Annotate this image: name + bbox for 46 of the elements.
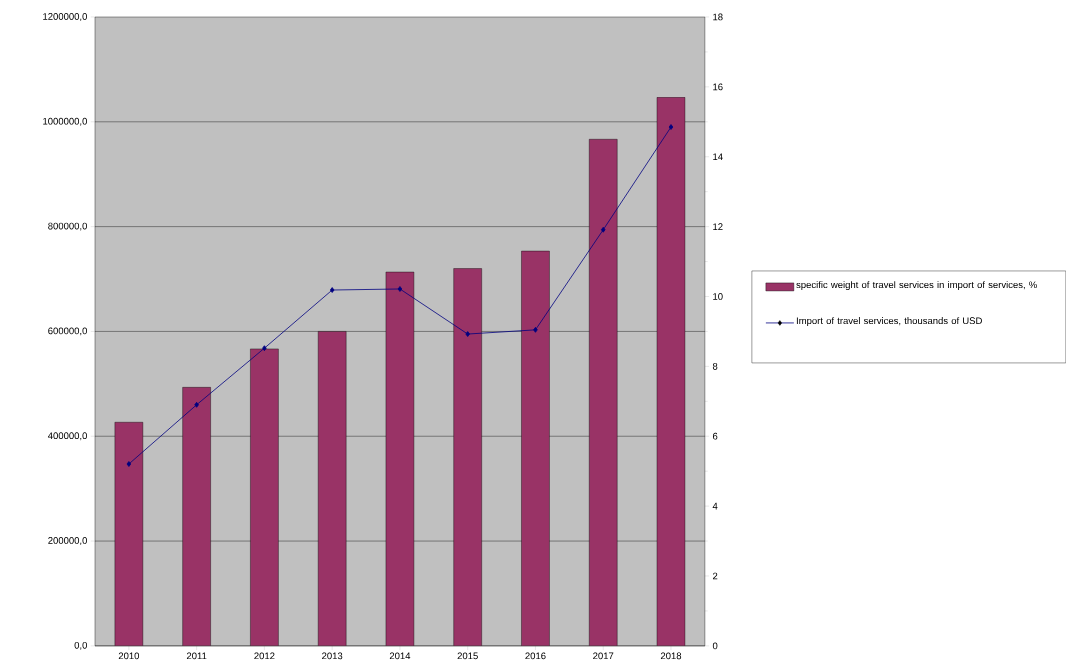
point [329, 287, 335, 293]
y2-tick-label: 6 [712, 432, 718, 440]
point [465, 331, 470, 337]
x-tick-label: 2010 [118, 652, 140, 660]
bar [250, 348, 279, 646]
x-tick-label: 2014 [389, 652, 411, 660]
y2-tick-label: 4 [712, 502, 718, 510]
y2-tick-label: 14 [713, 153, 723, 161]
y-tick-label: 0,0 [74, 642, 87, 650]
bar [317, 331, 347, 646]
y2-tick-label: 0 [712, 642, 718, 650]
y-tick-label: 800000,0 [48, 222, 87, 231]
x-tick-label: 2013 [322, 652, 343, 660]
legend-label: Import of travel services, thousands of USD [796, 317, 982, 327]
bar [385, 271, 415, 646]
x-tick-label: 2016 [525, 652, 546, 660]
bar [182, 387, 211, 646]
y2-tick-label: 16 [713, 83, 723, 91]
y-tick-label: 200000,0 [48, 537, 87, 546]
y-tick-label: 1000000,0 [43, 117, 87, 126]
y2-tick-label: 2 [712, 572, 718, 580]
y2-tick-label: 12 [713, 223, 723, 230]
point [194, 401, 199, 408]
x-tick-label: 2012 [254, 652, 275, 660]
bar [114, 422, 144, 646]
point [600, 226, 606, 233]
bar [656, 97, 686, 646]
y2-tick-label: 8 [712, 363, 718, 370]
point [397, 286, 403, 292]
y2-tick-label: 10 [713, 293, 723, 300]
x-tick-label: 2011 [186, 652, 207, 660]
x-tick-label: 2018 [660, 652, 682, 660]
y-tick-label: 600000,0 [48, 327, 87, 336]
y-tick-label: 400000,0 [47, 432, 87, 441]
y-tick-label: 1200000,0 [43, 13, 87, 21]
y2-tick-label: 18 [713, 13, 723, 21]
point [533, 327, 538, 333]
point [262, 345, 267, 352]
x-tick-label: 2017 [593, 652, 614, 660]
legend-label: specific weight of travel services in import of services, % [796, 281, 1037, 291]
point [126, 461, 132, 467]
point [668, 124, 674, 130]
x-tick-label: 2015 [457, 652, 478, 660]
bar [589, 139, 618, 646]
bar [521, 250, 550, 646]
bar [453, 268, 482, 646]
